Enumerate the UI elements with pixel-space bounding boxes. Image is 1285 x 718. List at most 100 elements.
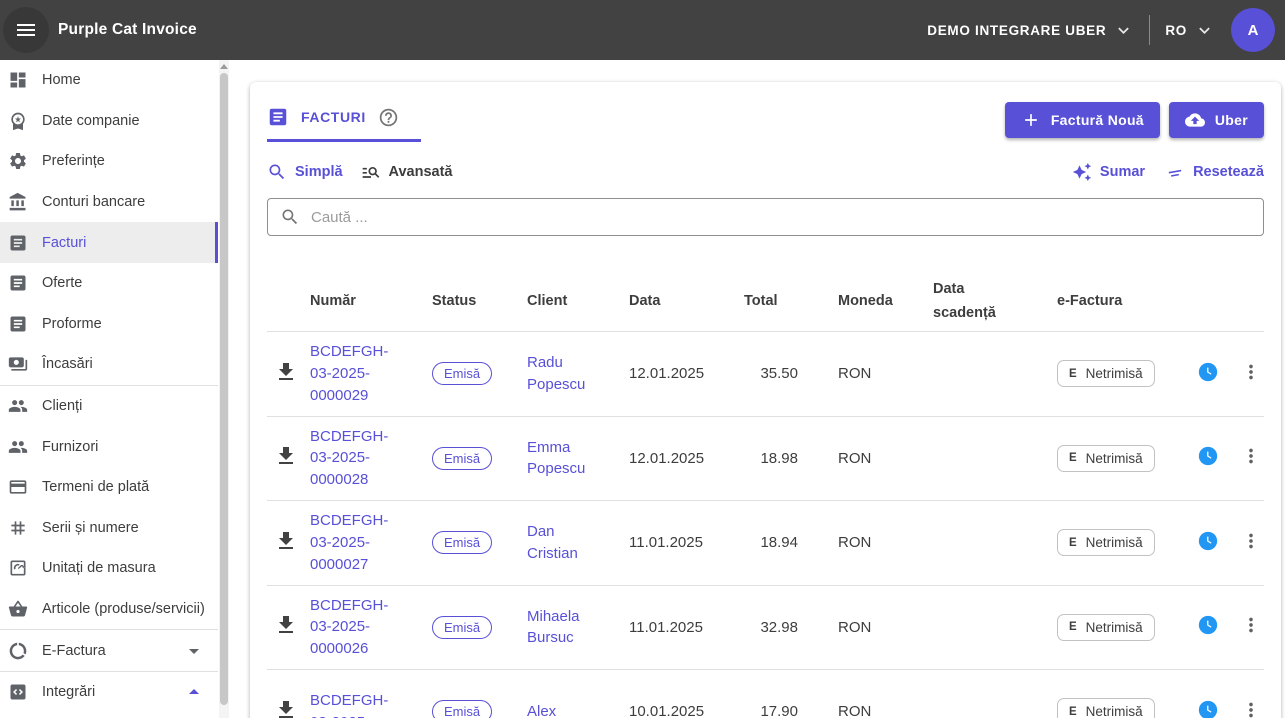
sidebar-item-label: Home — [42, 72, 81, 89]
sidebar-item-clienti[interactable]: Clienți — [0, 386, 218, 427]
column-header-numar: Număr — [310, 292, 356, 309]
sidebar-item-incasari[interactable]: Încasări — [0, 344, 218, 385]
row-menu-button[interactable] — [1240, 530, 1262, 552]
search-input[interactable] — [311, 208, 1251, 226]
efactura-status-label: Netrimisă — [1085, 535, 1143, 551]
scrollbar-up-arrow-icon[interactable] — [220, 64, 228, 69]
sidebar-item-label: Termeni de plată — [42, 479, 150, 496]
tab-facturi[interactable]: FACTURI — [267, 102, 421, 142]
cloud-upload-icon — [1184, 110, 1205, 130]
download-icon[interactable] — [274, 698, 298, 718]
client-link[interactable]: Emma Popescu — [527, 438, 586, 478]
header-divider — [1149, 15, 1151, 45]
sidebar-nav-list: Home Date companie Preferințe Conturi banca… — [0, 60, 230, 713]
table-row: BCDEFGH-03-2025-0000029 Emisă Radu Popescu… — [267, 332, 1264, 417]
reset-button[interactable]: Resetează — [1165, 162, 1264, 182]
invoice-icon — [267, 106, 289, 128]
column-header-moneda: Moneda — [838, 292, 893, 309]
app-header: Purple Cat Invoice DEMO INTEGRARE UBER R… — [0, 0, 1285, 60]
sidebar-item-oferte[interactable]: Oferte — [0, 263, 218, 304]
table-row: BCDEFGH-03-2025-0000026 Emisă Mihaela Burs… — [267, 586, 1264, 670]
sidebar-item-home[interactable]: Home — [0, 60, 218, 101]
invoice-number-link[interactable]: BCDEFGH-03-2025-0000029 — [310, 343, 389, 404]
sidebar-item-articole-produse-servicii[interactable]: Articole (produse/servicii) — [0, 589, 218, 630]
advanced-search-icon — [361, 162, 381, 182]
summary-button[interactable]: Sumar — [1072, 162, 1145, 182]
invoice-total: 18.98 — [760, 449, 798, 467]
simple-search-toggle[interactable]: Simplă — [267, 162, 343, 182]
credit-card-icon — [8, 477, 28, 497]
sidebar-item-preferinte[interactable]: Preferințe — [0, 141, 218, 182]
table-row: BCDEFGH-03-2025-0000028 Emisă Emma Popescu… — [267, 417, 1264, 501]
sidebar-item-proforme[interactable]: Proforme — [0, 304, 218, 345]
search-icon — [280, 207, 300, 227]
new-invoice-button[interactable]: Factură Nouă — [1004, 102, 1160, 138]
language-selector[interactable]: RO — [1165, 20, 1215, 41]
table-body: BCDEFGH-03-2025-0000029 Emisă Radu Popescu… — [267, 332, 1264, 718]
sidebar-scrollbar[interactable] — [219, 60, 229, 718]
header-right: DEMO INTEGRARE UBER RO A — [927, 8, 1275, 52]
basket-icon — [8, 599, 28, 619]
row-menu-button[interactable] — [1240, 614, 1262, 636]
sidebar-item-label: Preferințe — [42, 153, 105, 170]
invoice-total: 17.90 — [760, 703, 798, 718]
pending-clock-icon — [1197, 614, 1219, 636]
search-box — [267, 198, 1264, 236]
efactura-e-icon: E — [1069, 536, 1077, 549]
sidebar-item-label: Conturi bancare — [42, 194, 146, 211]
column-header-data: Data — [629, 292, 661, 309]
efactura-status-button[interactable]: E Netrimisă — [1057, 529, 1155, 557]
client-link[interactable]: Radu Popescu — [527, 354, 586, 393]
pending-clock-icon — [1197, 530, 1219, 552]
efactura-status-button[interactable]: E Netrimisă — [1057, 444, 1155, 472]
efactura-status-button[interactable]: E Netrimisă — [1057, 613, 1155, 641]
advanced-search-toggle[interactable]: Avansată — [361, 162, 453, 182]
row-menu-button[interactable] — [1240, 361, 1262, 383]
people-icon — [8, 437, 28, 457]
status-badge: Emisă — [432, 700, 493, 718]
row-menu-button[interactable] — [1240, 445, 1262, 467]
main-area: FACTURI Factură Nouă Uber — [230, 60, 1285, 718]
search-icon — [267, 162, 287, 182]
sidebar-item-label: Încasări — [42, 356, 93, 373]
company-selector[interactable]: DEMO INTEGRARE UBER — [927, 20, 1134, 41]
invoices-card: FACTURI Factură Nouă Uber — [250, 82, 1281, 718]
pie-chart-icon — [8, 641, 28, 661]
download-icon[interactable] — [274, 360, 298, 384]
client-link[interactable]: Alex — [527, 702, 557, 718]
client-link[interactable]: Dan Cristian — [527, 523, 578, 562]
download-icon[interactable] — [274, 444, 298, 468]
sidebar-item-e-factura[interactable]: E-Factura — [0, 630, 218, 671]
invoice-total: 18.94 — [760, 534, 798, 552]
invoice-currency: RON — [838, 703, 872, 718]
client-link[interactable]: Mihaela Bursuc — [527, 607, 580, 647]
download-icon[interactable] — [274, 613, 298, 637]
menu-button[interactable] — [3, 7, 49, 53]
sidebar-item-integrari[interactable]: Integrări — [0, 672, 218, 713]
invoice-number-link[interactable]: BCDEFGH-03-2025-0000028 — [310, 427, 389, 489]
sidebar-item-termeni-de-plata[interactable]: Termeni de plată — [0, 467, 218, 508]
sidebar-item-serii-si-numere[interactable]: Serii și numere — [0, 508, 218, 549]
sidebar-item-label: Oferte — [42, 275, 83, 292]
row-menu-button[interactable] — [1240, 699, 1262, 718]
column-header-status: Status — [432, 292, 477, 309]
sidebar-item-unitati-de-masura[interactable]: Unitați de masura — [0, 548, 218, 589]
efactura-status-button[interactable]: E Netrimisă — [1057, 698, 1155, 718]
help-icon[interactable] — [378, 107, 399, 128]
invoice-number-link[interactable]: BCDEFGH-03-2025- — [310, 692, 389, 718]
invoice-number-link[interactable]: BCDEFGH-03-2025-0000026 — [310, 596, 389, 658]
chevron-down-icon — [1113, 20, 1134, 41]
integrations-icon — [8, 682, 28, 702]
sidebar-item-date-companie[interactable]: Date companie — [0, 101, 218, 142]
scrollbar-thumb[interactable] — [220, 73, 228, 705]
avatar[interactable]: A — [1231, 8, 1275, 52]
efactura-status-button[interactable]: E Netrimisă — [1057, 360, 1155, 388]
sidebar-item-facturi[interactable]: Facturi — [0, 222, 218, 263]
invoice-number-link[interactable]: BCDEFGH-03-2025-0000027 — [310, 512, 389, 573]
sidebar-item-furnizori[interactable]: Furnizori — [0, 426, 218, 467]
hash-icon — [8, 518, 28, 538]
uber-button[interactable]: Uber — [1168, 102, 1264, 138]
sidebar-item-conturi-bancare[interactable]: Conturi bancare — [0, 182, 218, 223]
invoice-date: 11.01.2025 — [629, 534, 703, 552]
download-icon[interactable] — [274, 529, 298, 553]
